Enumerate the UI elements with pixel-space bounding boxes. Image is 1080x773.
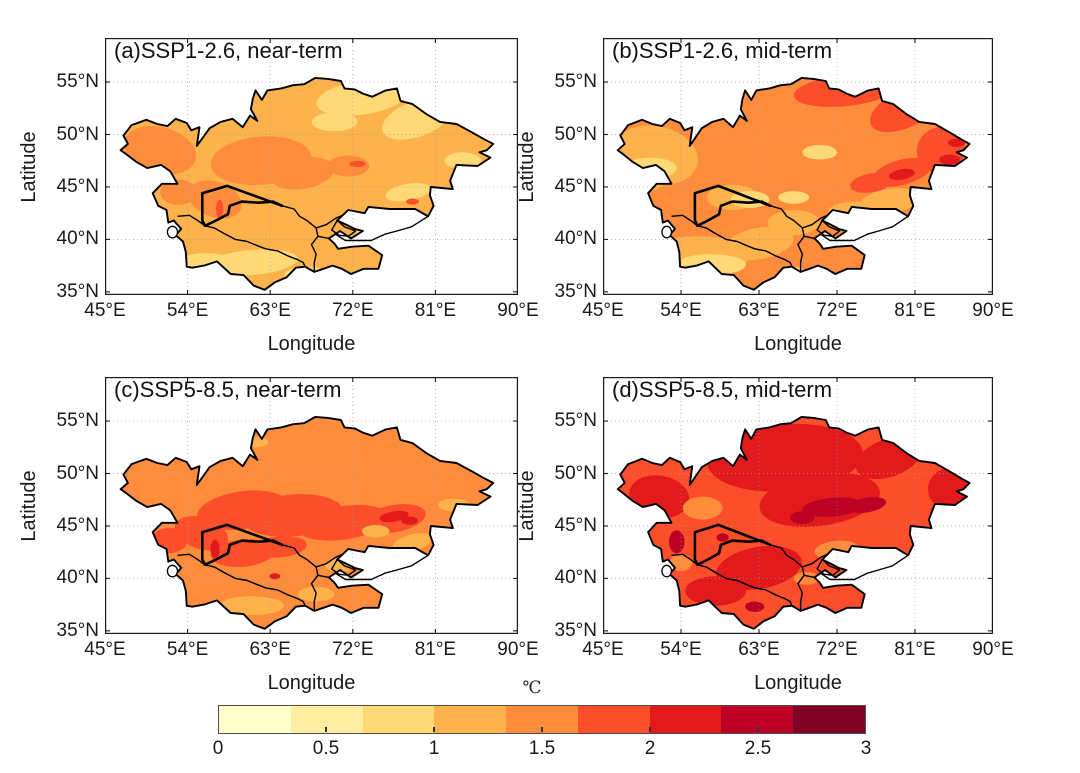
panel-d: Latitude (d)SSP5-8.5, mid-term Longitude… bbox=[516, 377, 1014, 694]
y-axis-label: Latitude bbox=[18, 469, 40, 542]
colorbar-tick-mark bbox=[325, 727, 327, 732]
map-a bbox=[105, 38, 518, 295]
y-tick-label: 45°N bbox=[56, 514, 99, 536]
colorbar-tick-mark bbox=[541, 727, 543, 732]
x-tick-label: 63°E bbox=[738, 300, 780, 321]
colorbar-segment bbox=[434, 706, 507, 733]
y-axis-label: Latitude bbox=[18, 130, 40, 203]
map-b bbox=[603, 38, 993, 295]
y-tick-label: 40°N bbox=[56, 228, 99, 250]
y-tick-label: 40°N bbox=[554, 567, 597, 589]
x-tick-label: 90°E bbox=[497, 639, 539, 660]
panel-title: (d)SSP5-8.5, mid-term bbox=[612, 377, 833, 402]
colorbar-tick-label: 0.5 bbox=[312, 738, 340, 759]
x-axis-label: Longitude bbox=[754, 672, 842, 694]
colorbar-segment bbox=[362, 706, 435, 733]
x-tick-label: 54°E bbox=[660, 300, 702, 321]
y-tick-label: 35°N bbox=[56, 619, 99, 641]
y-tick-label: 50°N bbox=[56, 123, 99, 145]
colorbar-tick-label: 1 bbox=[428, 738, 440, 759]
x-tick-label: 72°E bbox=[332, 300, 374, 321]
x-tick-label: 54°E bbox=[166, 300, 209, 321]
y-tick-label: 35°N bbox=[56, 280, 99, 302]
panel-title: (a)SSP1-2.6, near-term bbox=[114, 38, 343, 63]
x-tick-label: 45°E bbox=[84, 639, 126, 660]
y-axis-label: Latitude bbox=[516, 469, 538, 542]
x-axis-label: Longitude bbox=[267, 672, 356, 694]
y-tick-label: 45°N bbox=[56, 175, 99, 197]
y-axis-label: Latitude bbox=[516, 130, 538, 203]
x-tick-label: 45°E bbox=[582, 639, 624, 660]
x-tick-label: 81°E bbox=[894, 639, 936, 660]
y-tick-label: 40°N bbox=[56, 567, 99, 589]
colorbar-unit-label: ℃ bbox=[522, 678, 542, 698]
map-c bbox=[105, 377, 518, 634]
colorbar-segment bbox=[649, 706, 722, 733]
y-tick-label: 55°N bbox=[554, 410, 597, 432]
x-tick-label: 63°E bbox=[249, 300, 291, 321]
colorbar-tick-label: 1.5 bbox=[528, 738, 556, 759]
x-tick-label: 90°E bbox=[972, 300, 1014, 321]
colorbar-segment bbox=[219, 706, 291, 733]
x-tick-label: 81°E bbox=[414, 300, 457, 321]
colorbar-tick-mark bbox=[649, 727, 651, 732]
panel-title: (b)SSP1-2.6, mid-term bbox=[612, 38, 833, 63]
map-d bbox=[603, 377, 993, 634]
panel-b: Latitude (b)SSP1-2.6, mid-term Longitude… bbox=[516, 38, 1014, 355]
x-tick-label: 81°E bbox=[894, 300, 936, 321]
x-tick-label: 45°E bbox=[582, 300, 624, 321]
x-axis-label: Longitude bbox=[754, 333, 842, 355]
colorbar-tick-label: 3 bbox=[860, 738, 872, 759]
y-tick-label: 55°N bbox=[554, 71, 597, 93]
panel-a: Latitude (a)SSP1-2.6, near-term Longitud… bbox=[18, 38, 539, 355]
x-tick-label: 63°E bbox=[738, 639, 780, 660]
colorbar-tick-label: 2 bbox=[644, 738, 656, 759]
colorbar-tick-label: 0 bbox=[212, 738, 224, 759]
colorbar: ℃ 0 0.5 1 1.5 2 2.5 3 bbox=[213, 660, 872, 765]
y-tick-label: 40°N bbox=[554, 228, 597, 250]
x-tick-label: 72°E bbox=[816, 639, 858, 660]
colorbar-tick-label: 2.5 bbox=[744, 738, 772, 759]
x-tick-label: 72°E bbox=[332, 639, 374, 660]
x-tick-label: 90°E bbox=[972, 639, 1014, 660]
colorbar-tick-mark bbox=[757, 727, 759, 732]
y-tick-label: 55°N bbox=[56, 71, 99, 93]
x-tick-label: 45°E bbox=[84, 300, 126, 321]
colorbar-tick-mark bbox=[433, 727, 435, 732]
x-axis-label: Longitude bbox=[267, 333, 356, 355]
colorbar-segment bbox=[793, 706, 866, 733]
y-tick-label: 50°N bbox=[554, 123, 597, 145]
x-tick-label: 54°E bbox=[166, 639, 209, 660]
y-tick-label: 50°N bbox=[56, 462, 99, 484]
y-tick-label: 55°N bbox=[56, 410, 99, 432]
x-tick-label: 63°E bbox=[249, 639, 291, 660]
y-tick-label: 35°N bbox=[554, 280, 597, 302]
colorbar-segment bbox=[577, 706, 650, 733]
y-tick-label: 45°N bbox=[554, 175, 597, 197]
x-tick-label: 72°E bbox=[816, 300, 858, 321]
y-tick-label: 35°N bbox=[554, 619, 597, 641]
panel-c: Latitude (c)SSP5-8.5, near-term Longitud… bbox=[18, 377, 539, 694]
y-tick-label: 45°N bbox=[554, 514, 597, 536]
x-tick-label: 54°E bbox=[660, 639, 702, 660]
x-tick-label: 81°E bbox=[414, 639, 457, 660]
x-tick-label: 90°E bbox=[497, 300, 539, 321]
panel-title: (c)SSP5-8.5, near-term bbox=[114, 377, 342, 402]
y-tick-label: 50°N bbox=[554, 462, 597, 484]
